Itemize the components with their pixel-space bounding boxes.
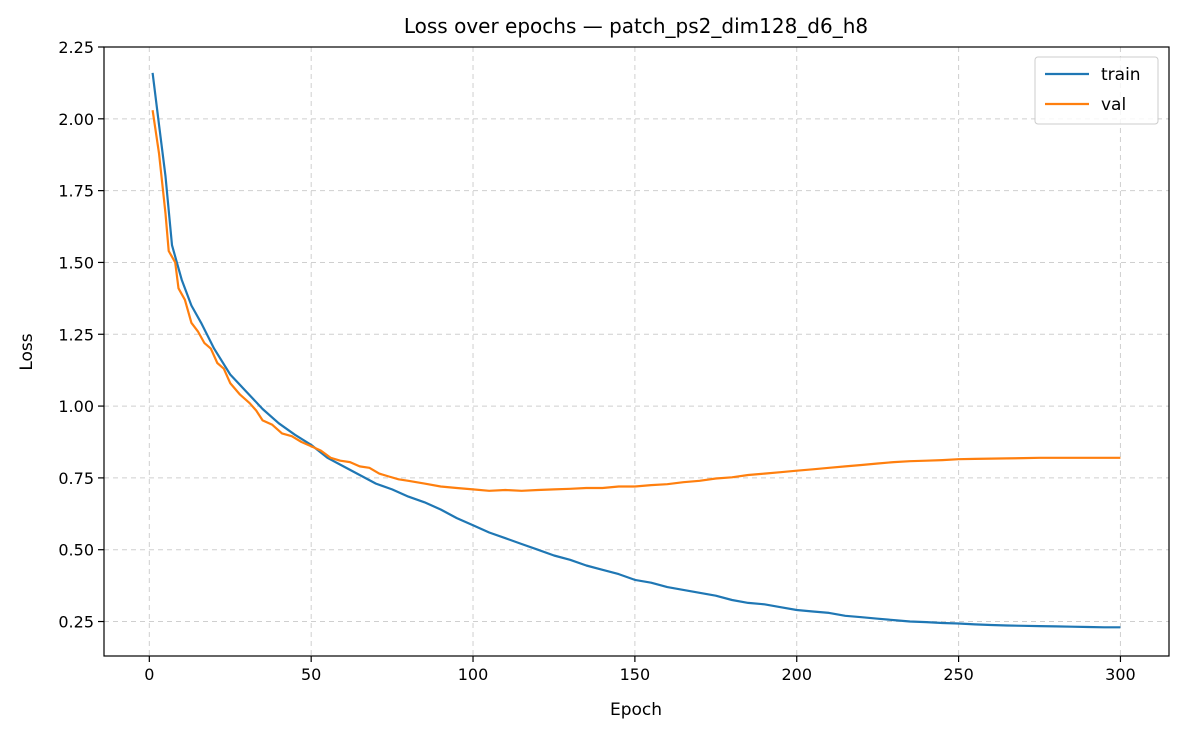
y-tick-label: 2.00 <box>58 110 94 129</box>
x-tick-label: 200 <box>781 665 812 684</box>
legend: train val <box>1034 56 1159 125</box>
x-tick-label: 0 <box>144 665 154 684</box>
y-tick-label: 2.25 <box>58 38 94 57</box>
plot-frame <box>103 46 1170 657</box>
y-tick-label: 0.75 <box>58 469 94 488</box>
y-axis-label: Loss <box>17 333 37 370</box>
axis-ticks: 0 50 100 150 200 250 300 0.25 0.50 0.75 1.00 1.25 1.… <box>58 38 1135 684</box>
x-tick-label: 100 <box>458 665 489 684</box>
chart-title: Loss over epochs — patch_ps2_dim128_d6_h… <box>404 14 868 38</box>
series-line-val <box>151 110 1121 492</box>
y-tick-label: 1.25 <box>58 325 94 344</box>
x-axis-label: Epoch <box>610 700 662 720</box>
y-tick-label: 0.50 <box>58 541 94 560</box>
x-tick-label: 250 <box>943 665 974 684</box>
x-tick-label: 150 <box>620 665 651 684</box>
grid-lines <box>104 46 1169 656</box>
y-tick-label: 1.00 <box>58 397 94 416</box>
series-lines <box>151 72 1121 629</box>
y-tick-label: 1.75 <box>58 182 94 201</box>
y-tick-label: 1.50 <box>58 253 94 272</box>
y-tick-label: 0.25 <box>58 613 94 632</box>
x-tick-label: 50 <box>301 665 321 684</box>
legend-label-val: val <box>1101 95 1126 115</box>
series-line-train <box>151 72 1121 629</box>
legend-label-train: train <box>1101 65 1141 85</box>
x-tick-label: 300 <box>1105 665 1136 684</box>
